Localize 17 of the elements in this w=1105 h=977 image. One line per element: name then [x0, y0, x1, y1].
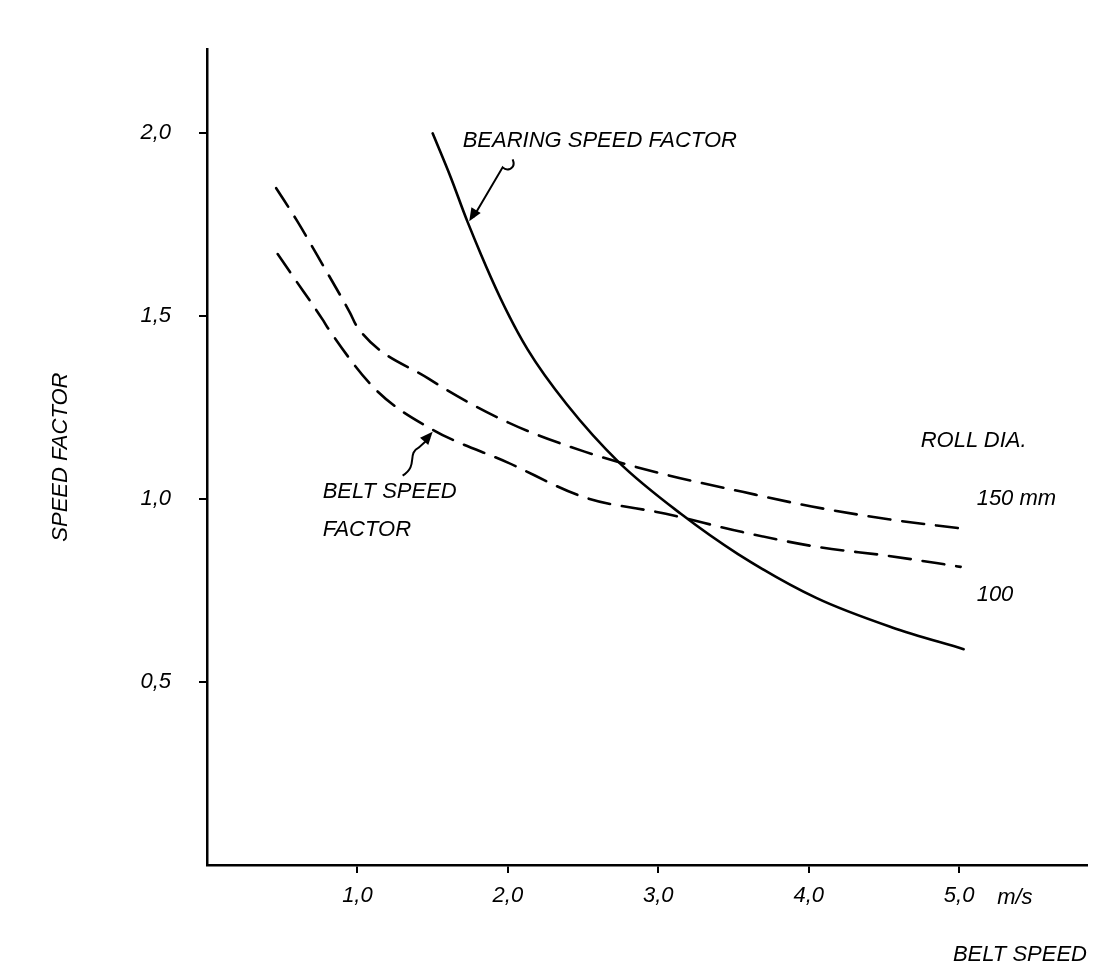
x-tick-label: 2,0: [491, 882, 524, 908]
legend-title: ROLL DIA.: [920, 426, 1027, 452]
annotation: BELT SPEED FACTOR: [322, 477, 457, 541]
y-tick-label: 1,5: [140, 302, 172, 328]
x-tick-label: 1,0: [342, 882, 374, 908]
x-tick-label: 4,0: [793, 882, 825, 908]
y-tick-label: 0,5: [140, 668, 172, 694]
x-axis-title: BELT SPEED: [952, 940, 1088, 966]
y-tick-label: 2,0: [139, 119, 172, 145]
y-tick-label: 1,0: [140, 485, 172, 511]
series-label: 150 mm: [976, 484, 1057, 510]
series-label: BEARING SPEED FACTOR: [462, 127, 737, 153]
x-tick-label: 5,0: [943, 882, 976, 908]
series-label: 100: [976, 580, 1015, 606]
y-axis-title: SPEED FACTOR: [47, 372, 73, 542]
x-tick-label: 3,0: [642, 882, 675, 908]
text: m/s: [997, 884, 1033, 910]
